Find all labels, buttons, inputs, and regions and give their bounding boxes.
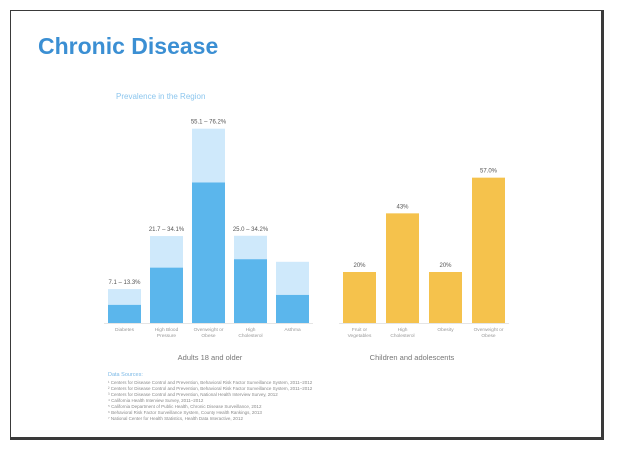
category-label: Overweight or Obese — [194, 327, 224, 339]
source-line: ³ Centers for Disease Control and Preven… — [108, 392, 278, 397]
source-line: ⁷ National Center for Health Statistics,… — [108, 416, 243, 421]
data-label: 25.0 – 34.2% — [233, 227, 269, 233]
source-line: ¹ Centers for Disease Control and Preven… — [108, 380, 313, 385]
source-line: ⁵ California Department of Public Health… — [108, 404, 262, 409]
source-line: ⁶ Behavioral Risk Factor Surveillance Sy… — [108, 410, 262, 415]
bar — [343, 272, 376, 323]
data-label: 55.1 – 76.2% — [191, 120, 227, 126]
data-label: 43% — [396, 204, 409, 210]
source-list: ¹ Centers for Disease Control and Preven… — [108, 380, 368, 422]
source-line: ⁴ California Health Interview Survey, 20… — [108, 398, 204, 403]
category-label: Asthma — [284, 327, 301, 333]
data-sources: Data Sources: ¹ Centers for Disease Cont… — [108, 372, 368, 422]
bar-range-lower — [192, 182, 225, 323]
data-label: 7.1 – 13.3% — [108, 280, 141, 286]
data-label: 21.7 – 34.1% — [149, 227, 185, 233]
bar — [472, 177, 505, 323]
bar-range-lower — [234, 259, 267, 323]
data-label: 20% — [353, 263, 366, 269]
bar — [386, 213, 419, 323]
category-label: High Blood Pressure — [155, 327, 179, 339]
data-label: 20% — [439, 263, 452, 269]
data-label: 57.0% — [480, 169, 498, 175]
bar-range-lower — [108, 304, 141, 323]
category-label: Diabetes — [115, 327, 135, 333]
group-label: Adults 18 and older — [178, 353, 243, 362]
bar-range-lower — [150, 267, 183, 323]
slide-title: Chronic Disease — [38, 33, 219, 59]
chart-subtitle: Prevalence in the Region — [116, 92, 206, 101]
category-label: High Cholesterol — [390, 327, 414, 339]
bar — [429, 272, 462, 323]
sources-heading: Data Sources: — [108, 372, 143, 378]
category-label: Fruit or Vegetables — [348, 327, 372, 339]
source-line: ² Centers for Disease Control and Preven… — [108, 386, 313, 391]
category-label: Overweight or Obese — [474, 327, 504, 339]
bar-range-lower — [276, 294, 309, 323]
group-label: Children and adolescents — [370, 353, 455, 362]
category-label: Obesity — [437, 327, 454, 333]
category-label: High Cholesterol — [238, 327, 262, 339]
